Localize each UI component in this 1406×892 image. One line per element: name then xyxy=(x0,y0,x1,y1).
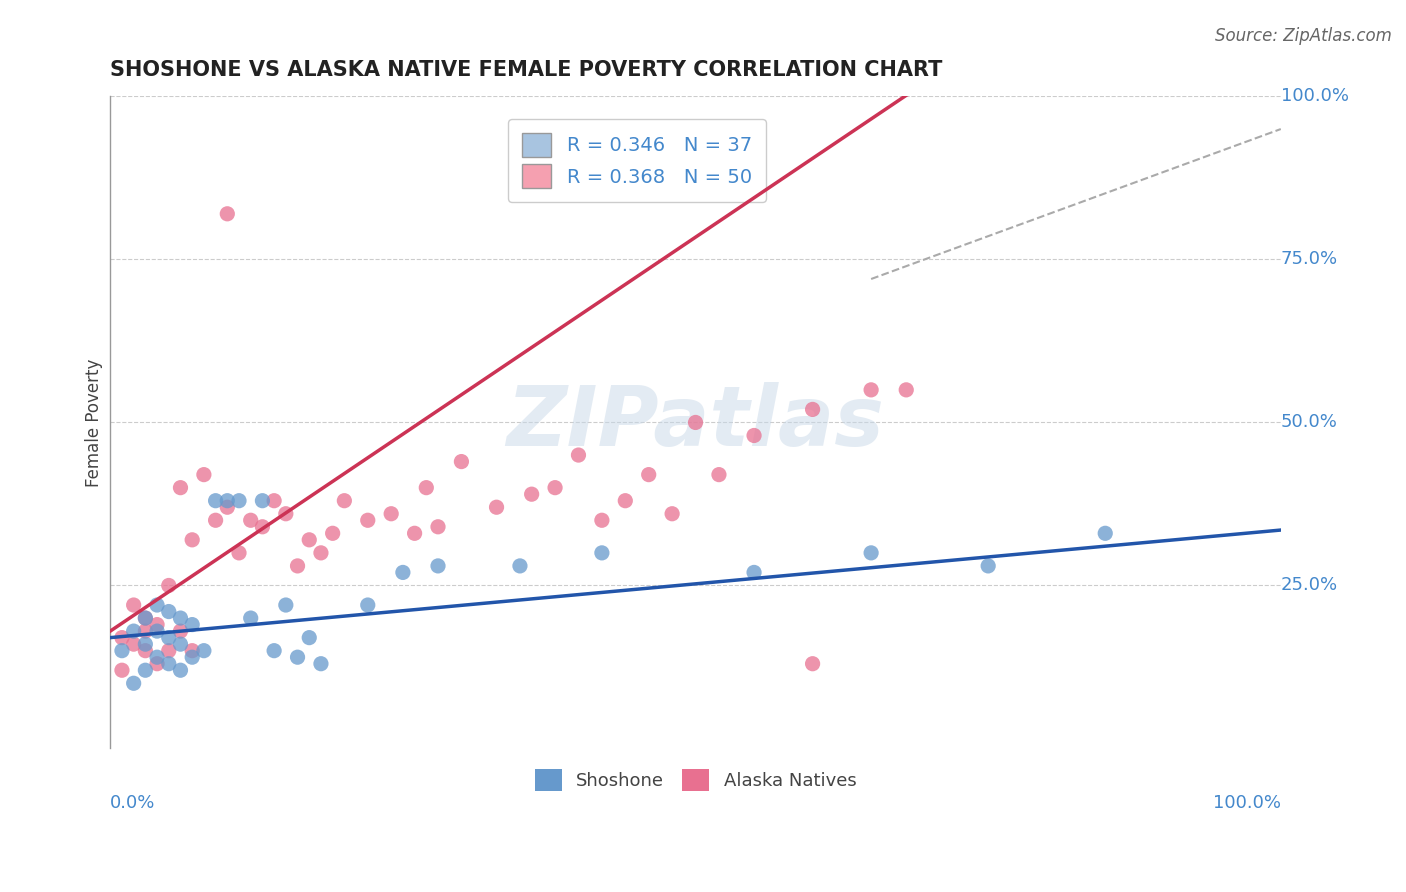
Point xyxy=(217,500,239,515)
Point xyxy=(520,487,543,501)
Point xyxy=(287,650,309,665)
Point xyxy=(707,467,730,482)
Text: 0.0%: 0.0% xyxy=(110,794,156,812)
Point xyxy=(122,598,145,612)
Point xyxy=(1094,526,1116,541)
Point xyxy=(591,546,613,560)
Text: 100.0%: 100.0% xyxy=(1213,794,1281,812)
Point xyxy=(169,663,191,677)
Point xyxy=(380,507,402,521)
Point xyxy=(450,454,472,468)
Y-axis label: Female Poverty: Female Poverty xyxy=(86,359,103,487)
Point xyxy=(204,493,226,508)
Point xyxy=(193,643,215,657)
Point xyxy=(111,663,134,677)
Point xyxy=(204,513,226,527)
Point xyxy=(146,617,169,632)
Point xyxy=(404,526,426,541)
Point xyxy=(122,624,145,639)
Point xyxy=(896,383,918,397)
Point xyxy=(977,558,1000,573)
Point xyxy=(134,663,156,677)
Point xyxy=(685,416,707,430)
Point xyxy=(134,611,156,625)
Point xyxy=(157,657,180,671)
Point xyxy=(322,526,344,541)
Point xyxy=(544,481,567,495)
Point xyxy=(228,546,250,560)
Point xyxy=(146,657,169,671)
Point xyxy=(169,611,191,625)
Point xyxy=(157,631,180,645)
Point xyxy=(427,520,450,534)
Point xyxy=(217,207,239,221)
Point xyxy=(801,402,824,417)
Point xyxy=(122,637,145,651)
Point xyxy=(427,558,450,573)
Point xyxy=(157,605,180,619)
Point xyxy=(111,631,134,645)
Point xyxy=(263,493,285,508)
Point xyxy=(614,493,637,508)
Point xyxy=(181,533,204,547)
Point xyxy=(239,513,262,527)
Point xyxy=(333,493,356,508)
Point xyxy=(181,617,204,632)
Point xyxy=(485,500,508,515)
Point xyxy=(134,643,156,657)
Point xyxy=(157,578,180,592)
Text: ZIPatlas: ZIPatlas xyxy=(506,382,884,463)
Point xyxy=(742,428,765,442)
Point xyxy=(860,383,883,397)
Point xyxy=(860,546,883,560)
Text: 75.0%: 75.0% xyxy=(1281,251,1339,268)
Point xyxy=(239,611,262,625)
Point xyxy=(287,558,309,573)
Point xyxy=(252,493,274,508)
Point xyxy=(392,566,415,580)
Point xyxy=(661,507,683,521)
Point xyxy=(298,533,321,547)
Point xyxy=(193,467,215,482)
Point xyxy=(252,520,274,534)
Point xyxy=(415,481,437,495)
Point xyxy=(801,657,824,671)
Text: 25.0%: 25.0% xyxy=(1281,576,1339,594)
Point xyxy=(134,624,156,639)
Point xyxy=(357,513,380,527)
Text: Source: ZipAtlas.com: Source: ZipAtlas.com xyxy=(1215,27,1392,45)
Point xyxy=(742,566,765,580)
Point xyxy=(169,481,191,495)
Point xyxy=(228,493,250,508)
Text: 100.0%: 100.0% xyxy=(1281,87,1348,105)
Point xyxy=(567,448,589,462)
Point xyxy=(169,624,191,639)
Point xyxy=(217,493,239,508)
Point xyxy=(591,513,613,527)
Point xyxy=(309,657,332,671)
Point xyxy=(263,643,285,657)
Point xyxy=(274,507,297,521)
Point xyxy=(169,637,191,651)
Point xyxy=(146,624,169,639)
Point xyxy=(309,546,332,560)
Text: 50.0%: 50.0% xyxy=(1281,414,1337,432)
Point xyxy=(181,643,204,657)
Point xyxy=(134,611,156,625)
Point xyxy=(181,650,204,665)
Point xyxy=(637,467,659,482)
Point xyxy=(122,676,145,690)
Legend: Shoshone, Alaska Natives: Shoshone, Alaska Natives xyxy=(527,762,863,798)
Point xyxy=(146,650,169,665)
Text: SHOSHONE VS ALASKA NATIVE FEMALE POVERTY CORRELATION CHART: SHOSHONE VS ALASKA NATIVE FEMALE POVERTY… xyxy=(110,60,942,79)
Point xyxy=(509,558,531,573)
Point xyxy=(274,598,297,612)
Point xyxy=(157,643,180,657)
Point xyxy=(298,631,321,645)
Point xyxy=(111,643,134,657)
Point xyxy=(146,598,169,612)
Point xyxy=(357,598,380,612)
Point xyxy=(134,637,156,651)
